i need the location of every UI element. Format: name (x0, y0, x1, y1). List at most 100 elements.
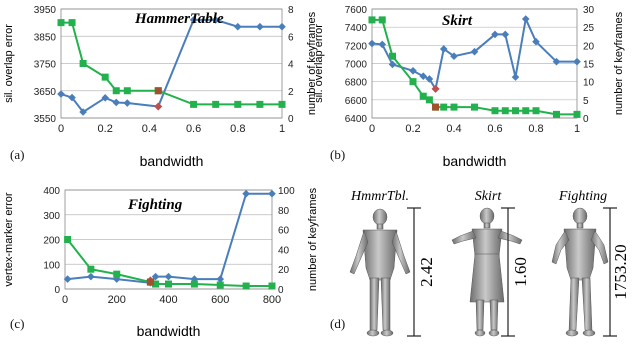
hammertable-series-1-point (68, 93, 76, 102)
fighting-series-2-point (64, 236, 72, 243)
skirt-series-2-point (501, 107, 509, 115)
skirt-series-1-point (378, 40, 387, 49)
chart-fighting-marks (63, 189, 276, 290)
hammertable-series-1-point (112, 98, 121, 107)
fighting-ytick-label: 200 (43, 236, 60, 247)
hammertable-series-2-point (57, 19, 65, 27)
fighting-series-1-point (63, 275, 72, 283)
fighting-selected-keyframe-point (146, 278, 154, 286)
fighting-series-1-line (67, 192, 272, 284)
hammertable-ytick-label: 3950 (34, 5, 57, 16)
skirt-y2tick-label: 0 (583, 114, 589, 125)
chart-hammertable-ticks: 0 0.2 0.4 0.6 0.8 1 3550 3650 3750 3850 3950 0 2 4 6 8 (34, 5, 294, 135)
fighting-series-1-point (151, 272, 160, 281)
chart-hammertable-title: HammerTable (134, 11, 224, 27)
skirt-series-2-point (573, 110, 581, 118)
hammertable-series-2-point (112, 87, 120, 95)
chart-skirt-grid (372, 8, 577, 119)
skirt-xtick-label: 0.2 (405, 123, 420, 135)
fighting-y2tick-label: 20 (278, 265, 290, 276)
skirt-series-1-point (521, 15, 530, 23)
height-ruler-skirt (501, 207, 515, 337)
skirt-series-2-point (471, 103, 478, 111)
skirt-series-2-point (491, 107, 499, 115)
skirt-ytick-label: 7400 (345, 23, 368, 34)
fighting-series-1-point (87, 272, 95, 281)
chart-fighting-ylabel: vertex-marker error (3, 192, 15, 286)
fighting-series-1-point (112, 275, 121, 283)
chart-fighting-lines (66, 192, 272, 288)
skirt-series-2-point (368, 16, 376, 24)
fighting-series-2-point (268, 282, 276, 290)
panel-tag-b: (b) (330, 147, 346, 162)
chart-fighting-title: Fighting (127, 197, 183, 213)
hammertable-xtick-label: 0.4 (142, 123, 157, 135)
skirt-series-1-point (532, 37, 540, 46)
skirt-ytick-label: 7200 (345, 41, 368, 52)
hammertable-series-1-point (79, 108, 87, 116)
hammertable-series-2-point (234, 100, 242, 108)
chart-skirt-ticks: 0 0.2 0.4 0.6 0.8 1 6400 6600 6800 7000 7200 7400 76… (345, 5, 595, 135)
hammertable-selected-keyframe-point (154, 87, 162, 95)
skirt-series-1-point (450, 52, 458, 61)
fighting-series-1-point (164, 272, 173, 281)
fighting-series-2-point (165, 280, 172, 288)
panel-d-figures: HmmrTbl. 2.42 Skirt (349, 189, 630, 337)
fighting-xtick-label: 200 (108, 294, 126, 306)
hammertable-series-2-point (212, 100, 220, 108)
fighting-y2tick-label: 80 (278, 206, 290, 217)
hammertable-series-2-point (68, 19, 76, 27)
skirt-series-1-point (368, 39, 376, 48)
hammertable-series-1-point (256, 22, 264, 31)
hammertable-xtick-label: 0.8 (230, 123, 245, 135)
fighting-y2tick-label: 40 (278, 245, 290, 256)
hammertable-series-1-point (101, 94, 109, 102)
chart-hammertable-lines (60, 18, 282, 114)
skirt-series-2-point (419, 92, 427, 100)
height-label-hmmrtbl: 2.42 (417, 257, 436, 287)
skirt-series-2-point (409, 78, 417, 86)
skirt-ytick-label: 6800 (345, 78, 368, 89)
skirt-series-1-point (501, 30, 510, 39)
fighting-series-1-point (242, 189, 250, 198)
skirt-y2tick-label: 10 (583, 78, 595, 89)
hammertable-y2tick-label: 0 (288, 114, 294, 125)
fighting-xtick-label: 800 (263, 294, 281, 306)
skirt-xtick-label: 0.4 (446, 123, 461, 135)
fighting-series-2-point (190, 280, 198, 288)
fighting-series-2-point (87, 265, 95, 273)
hammertable-series-2-point (256, 100, 264, 108)
skirt-series-2-point (425, 96, 433, 104)
hammertable-series-2-point (123, 87, 131, 95)
hammertable-ytick-label: 3550 (34, 114, 57, 125)
skirt-series-1-point (511, 73, 520, 81)
fighting-y2tick-label: 100 (278, 186, 295, 197)
hammertable-ytick-label: 3750 (34, 60, 57, 71)
fighting-ytick-label: 100 (43, 260, 60, 271)
skirt-series-2-point (389, 52, 396, 60)
chart-hammertable-ylabel: sil. overlap error (3, 24, 15, 103)
skirt-selected-keyframe-point (432, 103, 440, 111)
skirt-xtick-label: 0 (369, 123, 375, 135)
chart-skirt-y2label: number of keyframes (613, 11, 625, 115)
fighting-ytick-label: 400 (43, 186, 60, 197)
skirt-ytick-label: 6400 (345, 114, 368, 125)
skirt-ytick-label: 7600 (345, 5, 368, 16)
skirt-series-1-point (439, 45, 448, 53)
skirt-y2tick-label: 30 (583, 5, 595, 16)
chart-hammertable-marks (57, 16, 286, 116)
skirt-ytick-label: 6600 (345, 96, 368, 107)
hammertable-selected-error-point (154, 102, 163, 111)
chart-skirt-title: Skirt (442, 13, 473, 29)
fighting-series-1-point (216, 275, 225, 283)
chart-skirt-marks (368, 15, 581, 118)
fighting-y2tick-label: 60 (278, 226, 290, 237)
fighting-xtick-label: 600 (211, 294, 229, 306)
fighting-series-1-point (268, 189, 276, 198)
fighting-ytick-label: 0 (54, 285, 60, 296)
skirt-series-1-point (388, 60, 397, 69)
skirt-series-2-point (440, 103, 448, 111)
